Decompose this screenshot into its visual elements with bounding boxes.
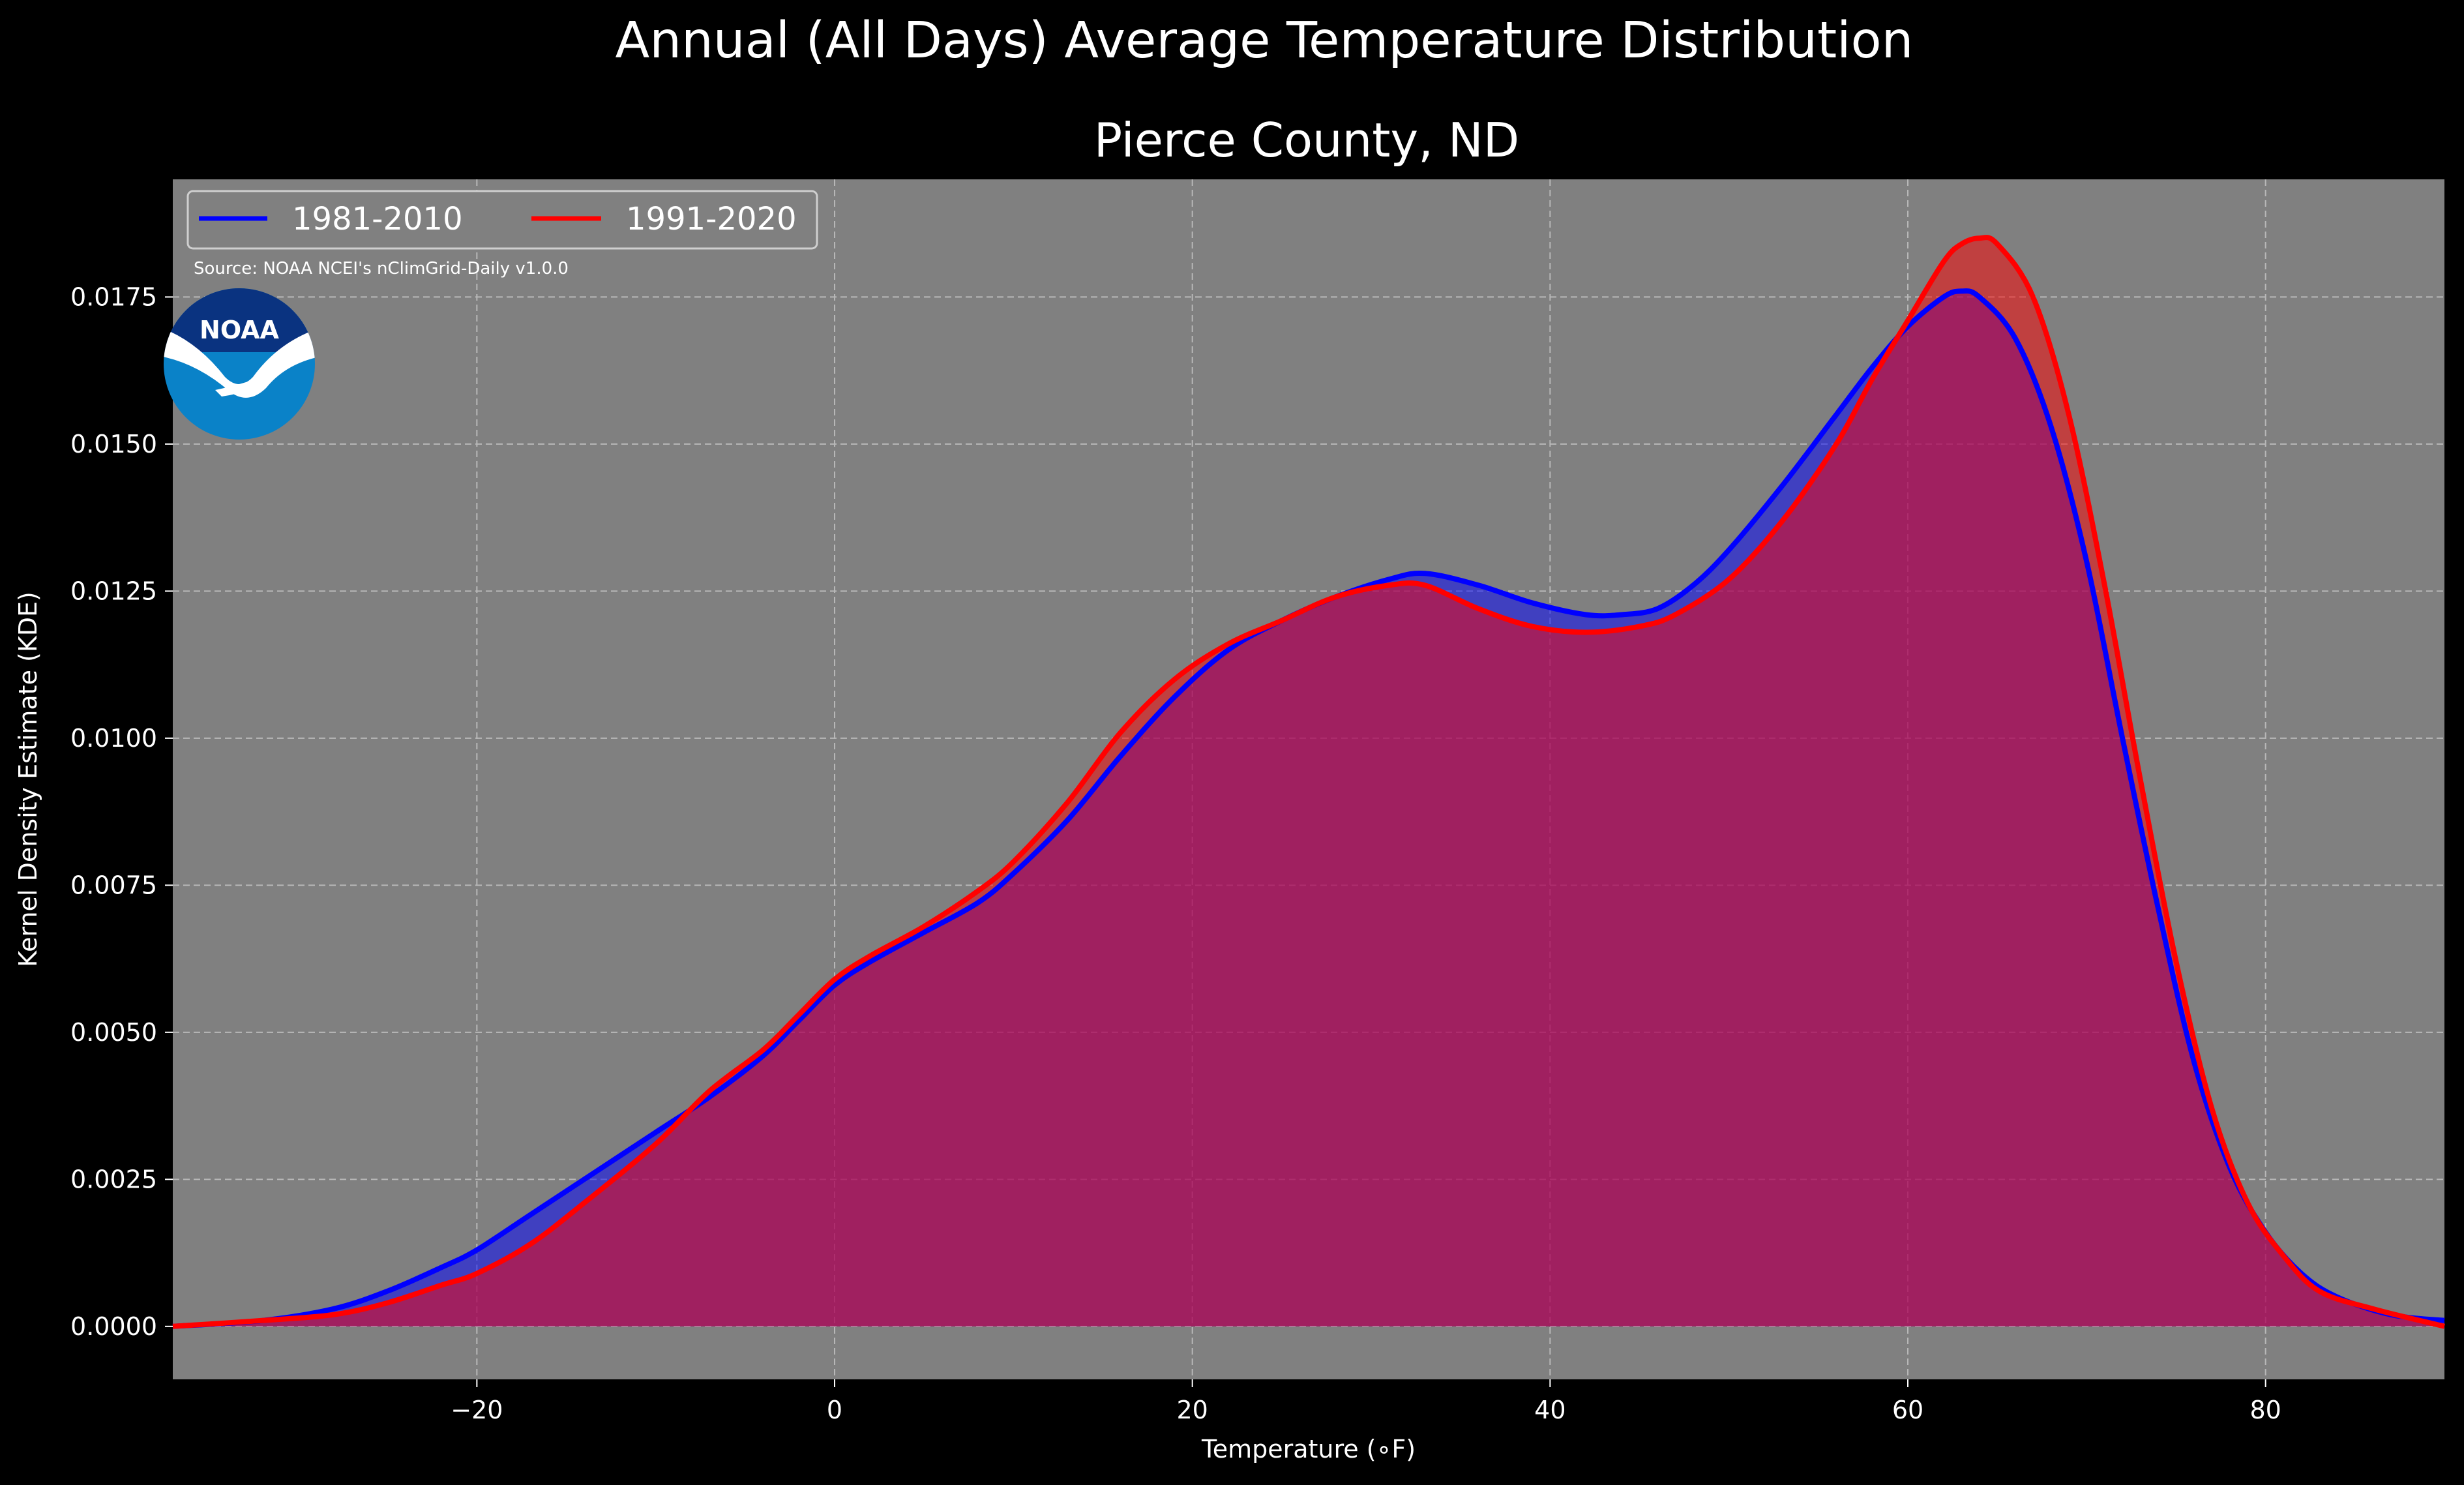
y-axis: 0.0000 0.0025 0.0050 0.0075 0.0100 0.0125 0.01… — [70, 282, 173, 1341]
y-tick-label: 0.0025 — [70, 1165, 157, 1193]
legend: 1981-2010 1991-2020 — [186, 190, 818, 250]
legend-box — [186, 190, 818, 250]
chart-subtitle: Pierce County, ND — [1094, 113, 1519, 168]
noaa-logo-text: NOAA — [200, 316, 279, 344]
x-tick-label: 0 — [827, 1396, 842, 1424]
x-tick-label: −20 — [451, 1396, 503, 1424]
y-axis-label: Kernel Density Estimate (KDE) — [14, 592, 42, 967]
source-note: Source: NOAA NCEI's nClimGrid-Daily v1.0… — [194, 259, 569, 278]
series-lines — [172, 235, 2445, 1329]
x-tick-label: 40 — [1534, 1396, 1566, 1424]
legend-label-1991-2020: 1991-2020 — [626, 201, 797, 237]
x-tick-label: 80 — [2249, 1396, 2281, 1424]
chart-title: Annual (All Days) Average Temperature Di… — [616, 12, 1914, 70]
line-1991-2020 — [172, 235, 2445, 1329]
y-tick-label: 0.0100 — [70, 724, 157, 753]
y-tick-label: 0.0050 — [70, 1018, 157, 1047]
x-axis: −20 0 20 40 60 80 — [451, 1379, 2281, 1424]
x-axis-label: Temperature (∘F) — [1201, 1435, 1416, 1463]
y-tick-label: 0.0125 — [70, 577, 157, 605]
series-areas — [173, 237, 2444, 1327]
y-tick-label: 0.0000 — [70, 1312, 157, 1341]
y-tick-label: 0.0150 — [70, 430, 157, 458]
x-tick-label: 20 — [1177, 1396, 1208, 1424]
y-tick-label: 0.0075 — [70, 871, 157, 899]
y-tick-label: 0.0175 — [70, 282, 157, 311]
legend-label-1981-2010: 1981-2010 — [292, 201, 463, 237]
x-tick-label: 60 — [1892, 1396, 1923, 1424]
area-1991-2020 — [173, 237, 2444, 1327]
